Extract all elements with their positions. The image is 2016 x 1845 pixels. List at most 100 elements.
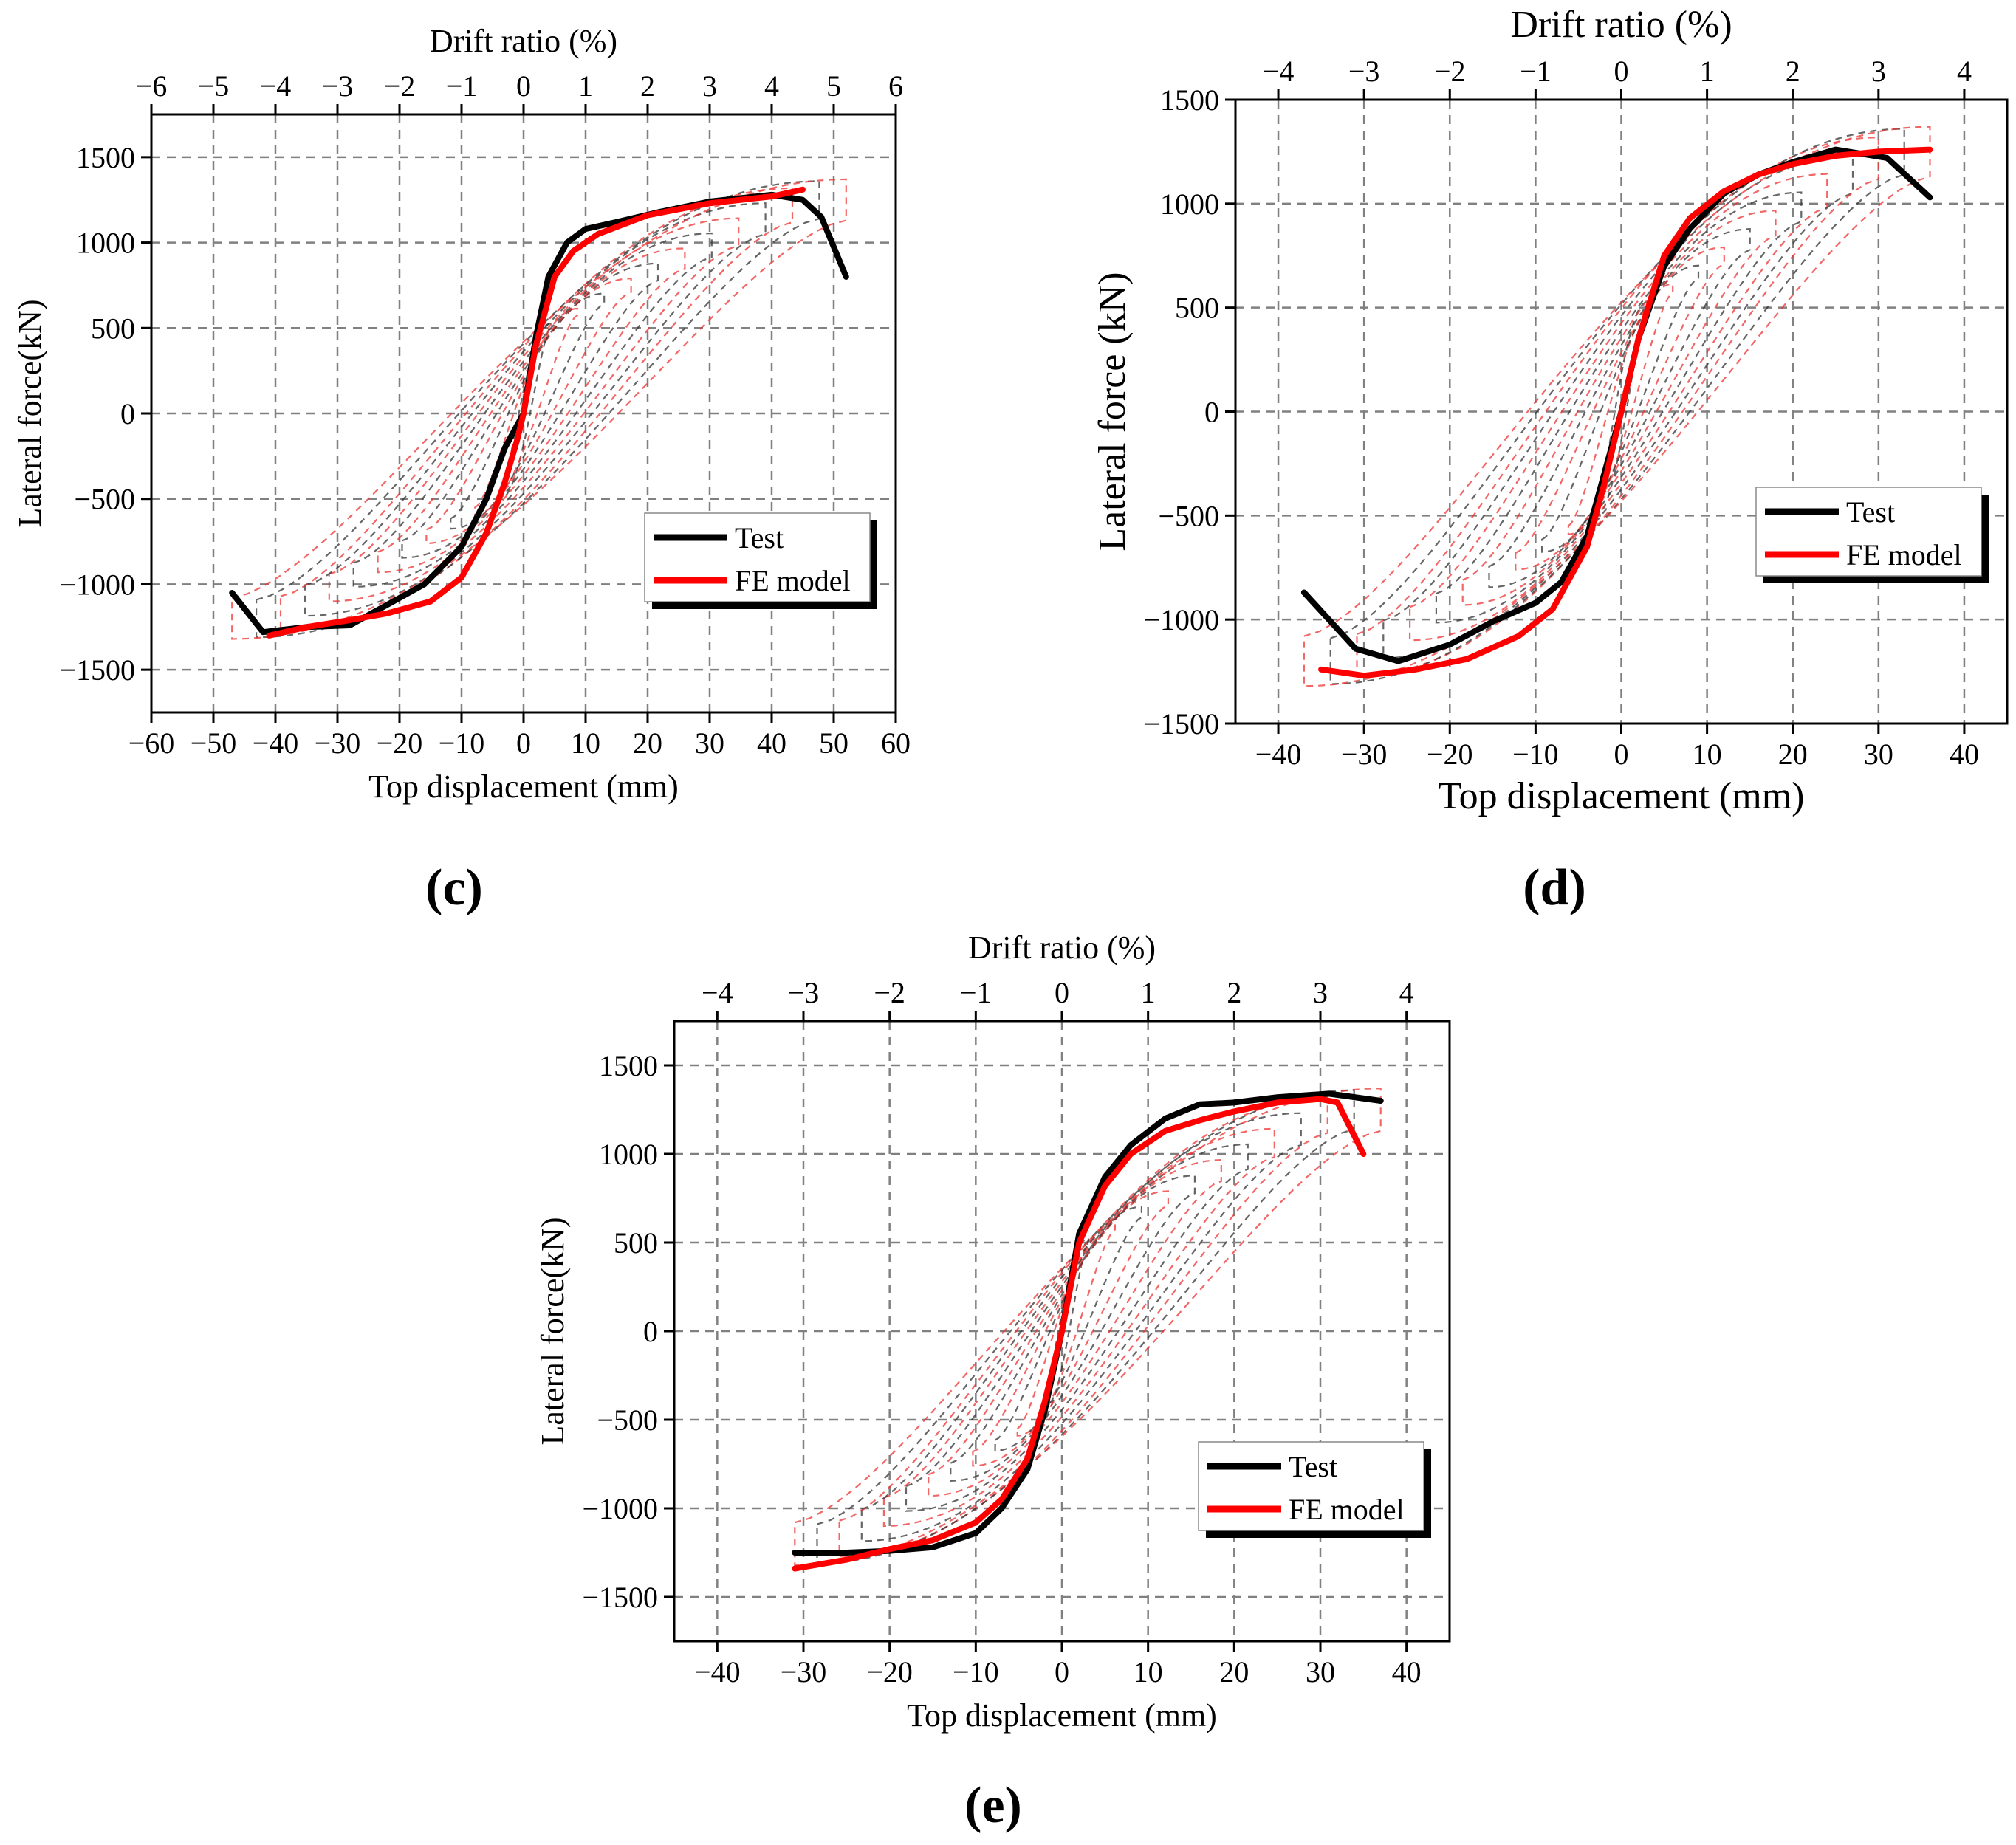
y-tick-label: −1000 [1143,603,1219,636]
y-tick-label: −500 [597,1403,658,1437]
x-tick-label: 0 [1614,738,1629,771]
x-tick-label: 50 [819,726,848,760]
y-tick-label: 1500 [599,1049,658,1082]
drift-tick-label: −4 [260,69,292,103]
drift-axis-title: Drift ratio (%) [1510,4,1732,46]
x-tick-label: 30 [1306,1655,1335,1688]
x-axis-title: Top displacement (mm) [907,1697,1217,1734]
legend-label: Test [1289,1450,1337,1483]
hysteresis-cycle [1329,128,1905,685]
x-tick-label: 40 [757,726,786,760]
hysteresis-cycle [1356,136,1879,677]
hysteresis-cycle [905,1143,1249,1512]
y-tick-label: −1500 [1143,707,1219,741]
hysteresis-cycle [231,178,847,640]
drift-tick-label: 5 [826,69,841,103]
legend-box [644,512,871,602]
x-tick-label: 0 [516,726,531,760]
drift-tick-label: −1 [446,69,478,103]
fe-model-envelope-line [792,1096,1367,1572]
x-tick-label: 20 [1219,1655,1249,1688]
y-tick-label: 1500 [76,141,135,174]
hysteresis-cycle [928,1158,1222,1497]
chart-c: −60 −50 −40 −30 −20 −10 0 10 20 30 40 50 60−6 −5 −4 −3−… [12,23,911,805]
drift-tick-label: 1 [1700,55,1715,88]
x-tick-label: 10 [1693,738,1722,771]
drift-tick-label: −3 [322,69,354,103]
x-axis-title: Top displacement (mm) [368,769,679,805]
x-tick-label: −40 [1255,738,1302,771]
legend-label: Test [1846,495,1895,529]
y-tick-label: −500 [1158,499,1219,532]
x-tick-label: −60 [128,726,175,760]
hysteresis-cycle [474,307,578,515]
drift-tick-label: 0 [1055,976,1069,1009]
legend-box [1198,1441,1424,1531]
x-tick-label: 40 [1392,1655,1422,1688]
hysteresis-cycle [1594,301,1648,518]
hysteresis-cycle [1435,191,1803,624]
hysteresis-cycle [994,1206,1142,1452]
drift-tick-label: −2 [874,976,905,1009]
drift-tick-label: 3 [702,69,717,103]
hysteresis-cycle [1515,246,1725,571]
y-tick-label: 1000 [76,227,135,260]
drift-tick-label: 0 [1614,55,1629,88]
x-tick-label: −10 [1512,738,1559,771]
drift-tick-label: −2 [384,69,416,103]
y-tick-label: 0 [1204,396,1219,429]
drift-tick-label: 2 [1227,976,1241,1009]
y-axis-title: Lateral force(kN) [12,299,48,527]
y-tick-label: −1000 [582,1492,658,1525]
y-axis-title: Lateral force(kN) [535,1217,571,1445]
drift-tick-label: −2 [1434,55,1466,88]
y-tick-label: −1500 [582,1581,658,1614]
legend-label: FE model [1289,1493,1405,1526]
x-tick-label: 20 [633,726,662,760]
y-tick-label: 500 [1175,292,1219,325]
drift-tick-label: 2 [1786,55,1800,88]
y-tick-label: −1500 [59,653,135,687]
x-tick-label: 40 [1950,738,1979,771]
x-tick-label: −40 [253,726,299,760]
fe-model-envelope-line [1318,146,1933,679]
hysteresis-cycle [794,1088,1382,1566]
drift-tick-label: 1 [578,69,593,103]
drift-tick-label: 1 [1141,976,1156,1009]
test-envelope-line [1300,146,1933,664]
hysteresis-cycle [882,1127,1275,1528]
hysteresis-cycle [1461,210,1777,606]
legend-box [1755,487,1982,577]
chart-d: −40 −30 −20 −10 0 10 20 30 40−4 −3 −2 −1 0 1 2 3 4−1500−… [1091,4,2009,817]
x-tick-label: 10 [1134,1655,1163,1688]
drift-tick-label: 2 [640,69,655,103]
x-tick-label: −20 [866,1655,913,1688]
legend-label: Test [735,521,784,554]
drift-axis-title: Drift ratio (%) [968,930,1156,966]
drift-tick-label: −1 [960,976,992,1009]
x-tick-label: −10 [439,726,485,760]
x-tick-label: 30 [1864,738,1893,771]
y-axis-title: Lateral force (kN) [1091,272,1134,551]
x-tick-label: −30 [1341,738,1388,771]
hysteresis-cycle [1488,228,1751,588]
drift-tick-label: −5 [198,69,230,103]
hysteresis-cycle [950,1175,1196,1482]
hysteresis-cycle [1382,154,1854,659]
drift-tick-label: 4 [1957,55,1972,88]
drift-tick-label: −3 [788,976,820,1009]
y-tick-label: 1500 [1160,83,1219,117]
x-tick-label: −20 [377,726,423,760]
y-tick-label: 0 [643,1315,658,1348]
drift-axis-title: Drift ratio (%) [430,23,617,59]
fe-model-envelope-line [266,186,806,639]
panel-d-caption: (d) [1523,859,1586,916]
drift-tick-label: −3 [1348,55,1380,88]
hysteresis-cycle [328,217,740,602]
x-tick-label: 30 [695,726,724,760]
y-tick-label: 500 [614,1226,658,1260]
x-tick-label: −40 [694,1655,741,1688]
drift-tick-label: 3 [1871,55,1886,88]
hysteresis-loops [1303,126,1931,687]
